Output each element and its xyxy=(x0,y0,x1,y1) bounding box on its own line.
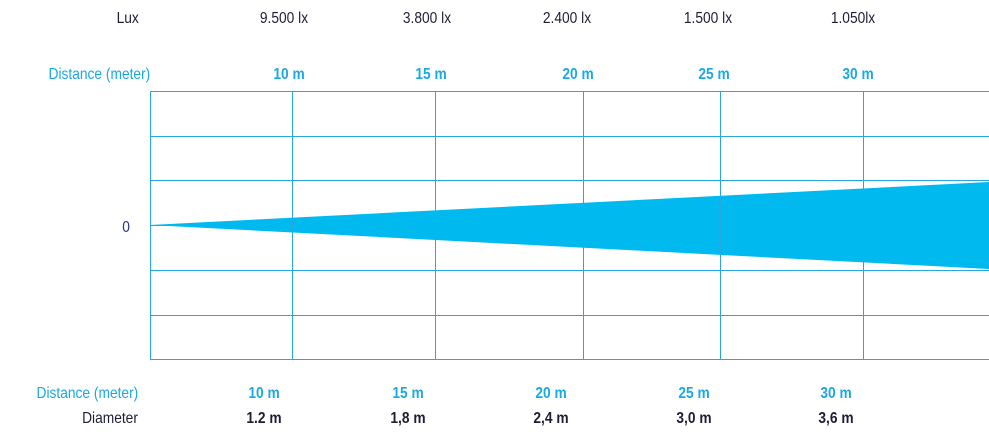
lux-value-10m: 9.500 lx xyxy=(259,10,309,27)
diameter-10m: 1.2 m xyxy=(246,410,282,427)
diameter-label: Diameter xyxy=(82,410,138,427)
lux-value-30m: 1.050lx xyxy=(830,10,876,27)
top-distance-label: Distance (meter) xyxy=(48,66,150,83)
lux-value-15m: 3.800 lx xyxy=(402,10,452,27)
lux-label: Lux xyxy=(116,10,139,27)
diameter-20m: 2,4 m xyxy=(533,410,569,427)
diameter-15m: 1,8 m xyxy=(390,410,426,427)
bottom-distance-20m: 20 m xyxy=(535,385,567,402)
diameter-25m: 3,0 m xyxy=(676,410,712,427)
top-distance-10m: 10 m xyxy=(273,66,305,83)
bottom-distance-15m: 15 m xyxy=(392,385,424,402)
bottom-distance-label: Distance (meter) xyxy=(36,385,138,402)
grid-lines xyxy=(150,91,989,360)
lux-value-25m: 1.500 lx xyxy=(683,10,733,27)
top-distance-20m: 20 m xyxy=(562,66,594,83)
bottom-distance-30m: 30 m xyxy=(820,385,852,402)
top-distance-30m: 30 m xyxy=(842,66,874,83)
top-distance-15m: 15 m xyxy=(415,66,447,83)
top-distance-25m: 25 m xyxy=(698,66,730,83)
bottom-distance-25m: 25 m xyxy=(678,385,710,402)
lux-value-20m: 2.400 lx xyxy=(542,10,592,27)
bottom-distance-10m: 10 m xyxy=(248,385,280,402)
diameter-30m: 3,6 m xyxy=(818,410,854,427)
zero-axis-label: 0 xyxy=(122,219,130,236)
